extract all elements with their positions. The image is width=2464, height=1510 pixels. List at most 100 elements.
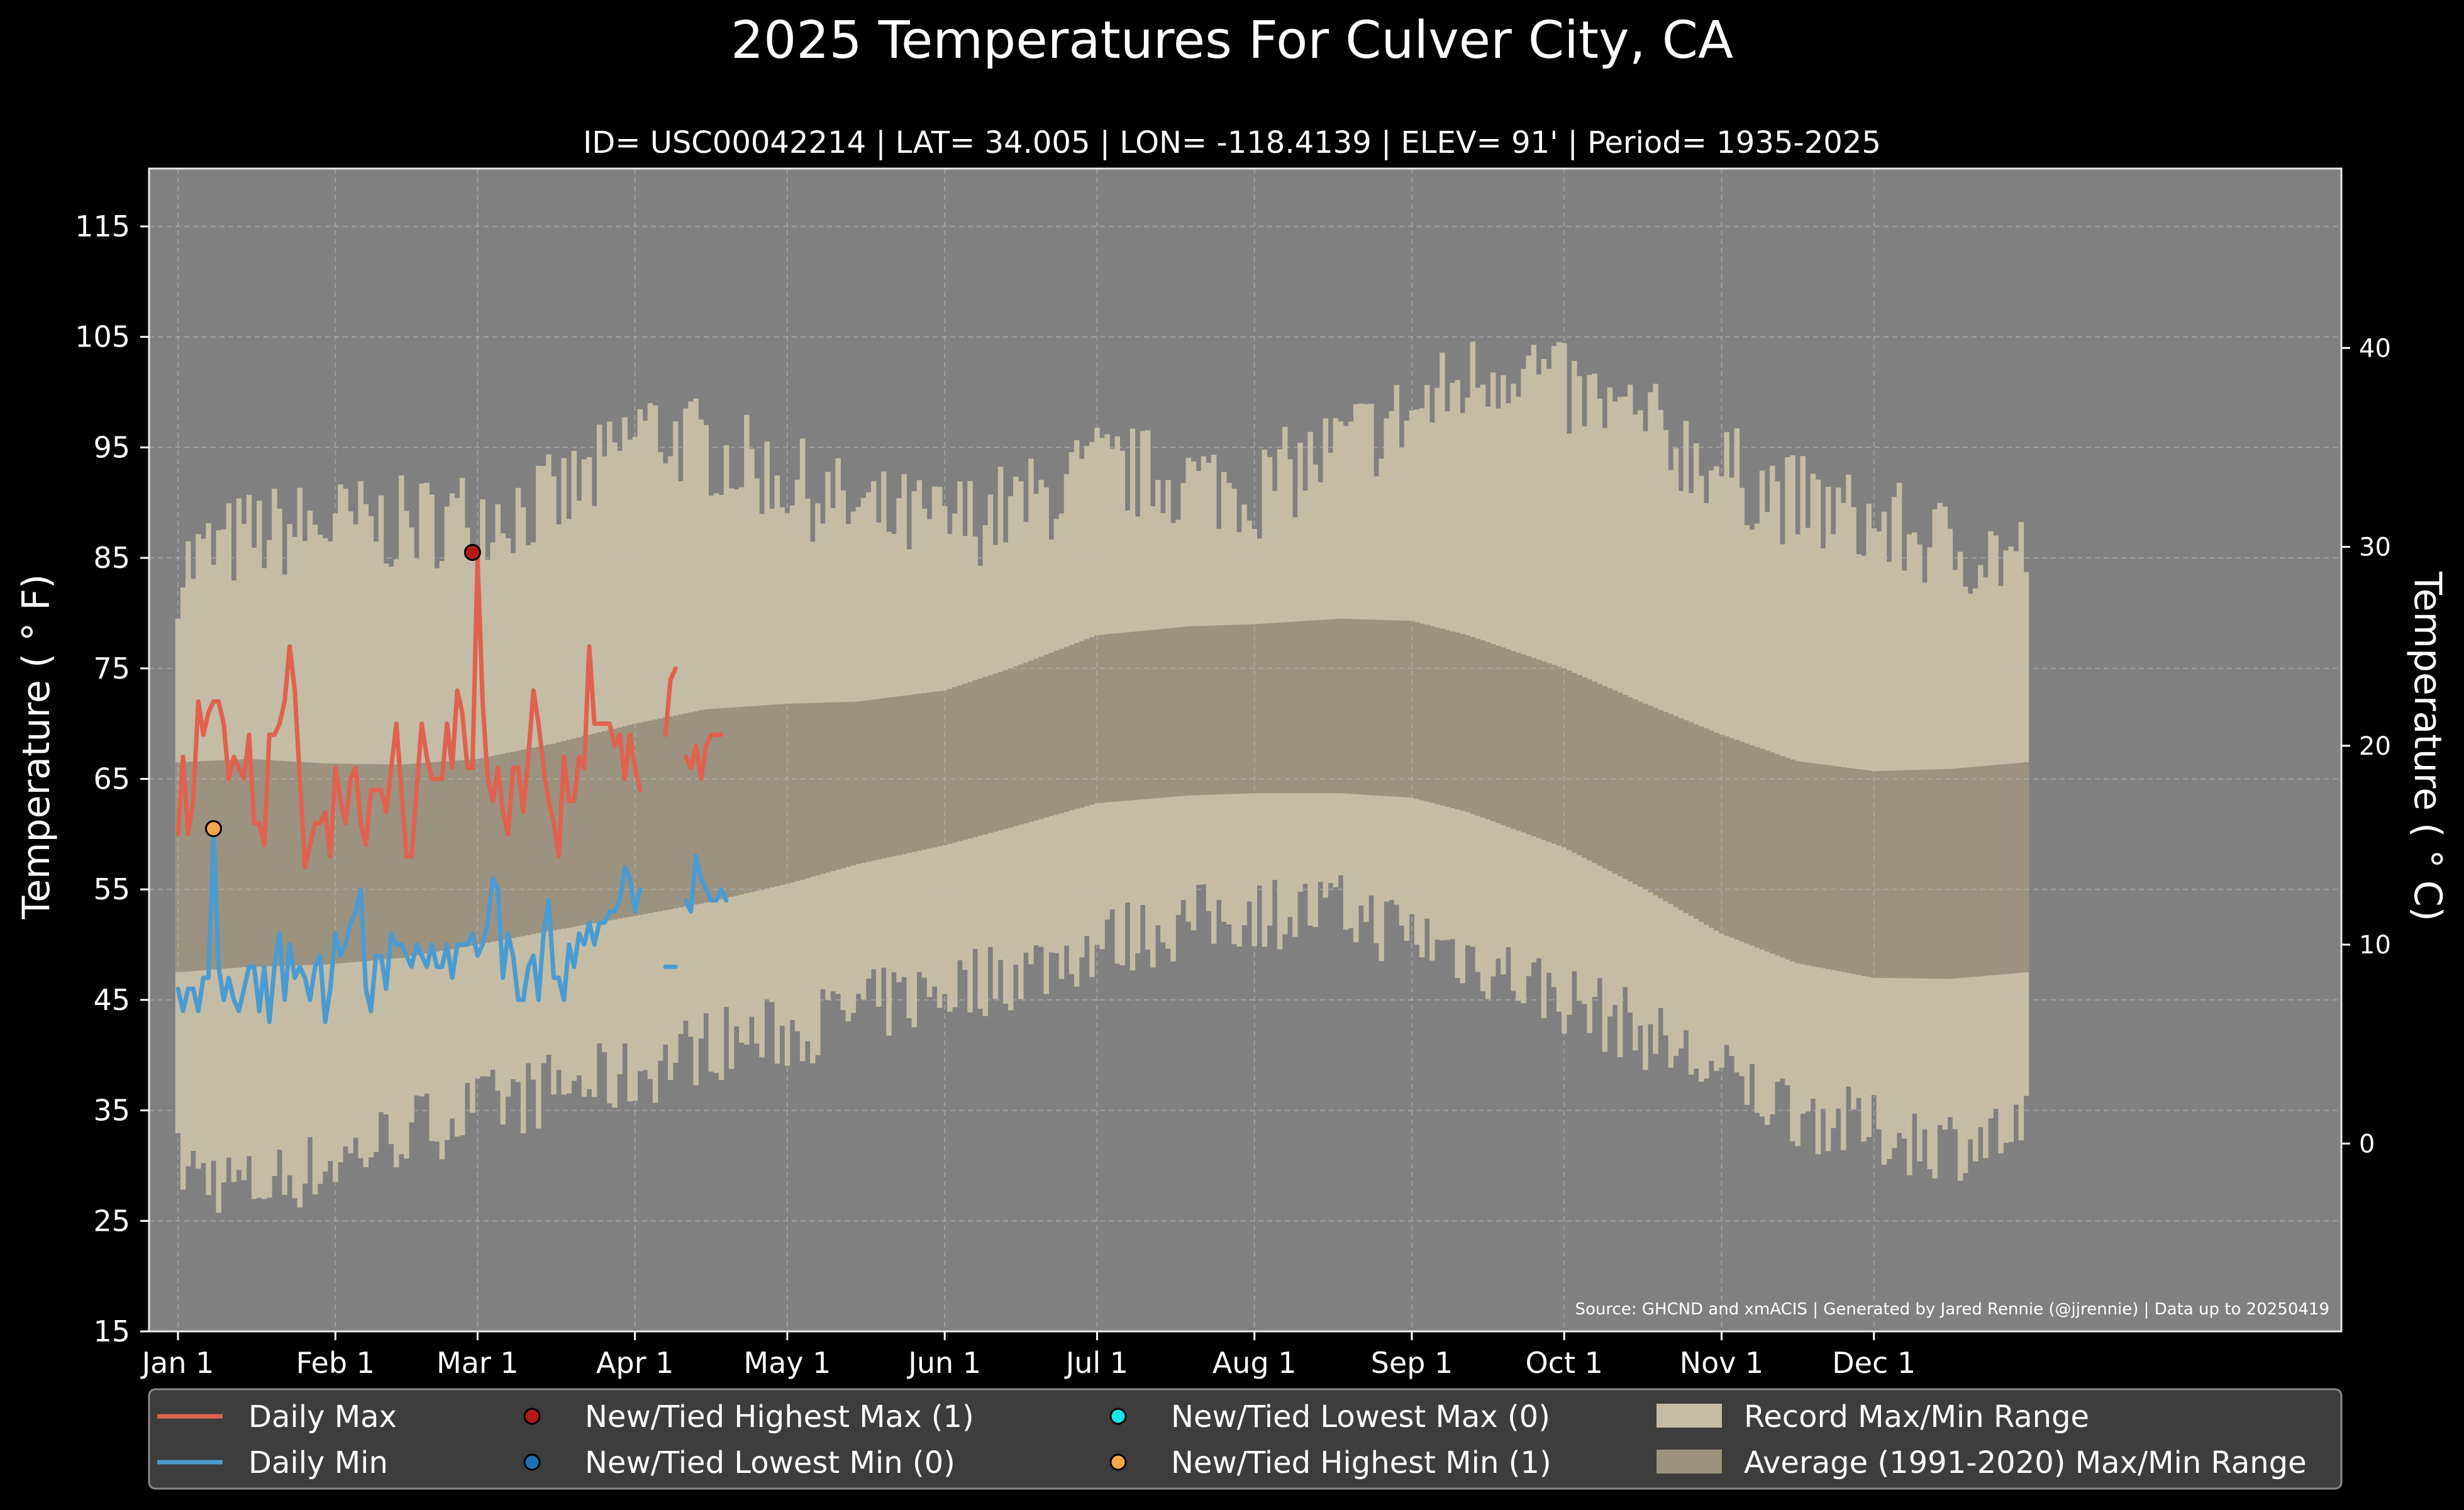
average-range-bar [1922, 769, 1928, 979]
average-range-bar [845, 702, 852, 867]
average-range-bar [1531, 658, 1537, 836]
average-range-bar [282, 761, 287, 966]
average-range-bar [1338, 618, 1344, 794]
average-range-bar [1221, 625, 1227, 794]
average-range-bar [541, 745, 547, 933]
average-range-bar [1739, 741, 1745, 942]
average-range-bar [1104, 634, 1110, 802]
average-range-bar [1018, 664, 1024, 825]
average-range-bar [1825, 765, 1831, 970]
average-range-bar [1002, 670, 1009, 829]
average-range-bar [1556, 667, 1562, 846]
average-range-bar [1465, 635, 1471, 813]
average-range-bar [647, 720, 653, 913]
average-range-bar [1490, 643, 1496, 822]
x-tick-label: Aug 1 [1213, 1346, 1297, 1380]
average-range-bar [414, 763, 419, 955]
average-range-bar [1501, 647, 1506, 825]
average-range-bars [175, 618, 2029, 979]
average-range-bar [333, 763, 338, 964]
average-range-bar [1485, 642, 1491, 820]
legend-box [148, 1388, 2343, 1490]
average-range-bar [1216, 625, 1222, 795]
average-range-bar [1292, 621, 1298, 794]
average-range-bar [708, 709, 714, 902]
average-range-bar [1521, 654, 1526, 833]
average-range-bar [1719, 735, 1724, 934]
average-range-bar [1206, 625, 1212, 795]
average-range-bar [1257, 624, 1263, 794]
average-range-bar [561, 741, 567, 929]
average-range-bar [1190, 626, 1197, 796]
average-range-bar [1790, 759, 1795, 962]
average-range-bar [424, 762, 430, 954]
average-range-bar [1023, 662, 1029, 823]
average-range-bar [1764, 750, 1770, 952]
average-range-bar [1983, 765, 1989, 976]
average-range-bar [1379, 619, 1384, 796]
average-range-bar [1775, 754, 1780, 956]
average-range-bar [505, 753, 511, 939]
source-note: Source: GHCND and xmACIS | Generated by … [1575, 1300, 2329, 1319]
legend-swatch-dot [523, 1453, 541, 1471]
average-range-bar [1455, 632, 1460, 810]
average-range-bar [1917, 770, 1923, 979]
average-range-bar [1211, 625, 1217, 795]
average-range-bar [1957, 768, 1963, 979]
average-range-bar [952, 687, 958, 843]
average-range-bar [617, 727, 623, 919]
average-range-bar [982, 677, 989, 835]
legend: Daily Max Daily Min New/Tied Highest Max (… [148, 1388, 2343, 1490]
legend-label: New/Tied Lowest Min (0) [585, 1445, 955, 1480]
average-range-bar [1155, 629, 1161, 798]
average-range-bar [241, 759, 247, 967]
average-range-bar [221, 760, 226, 969]
average-range-bar [1246, 624, 1252, 794]
average-range-bar [1129, 631, 1136, 801]
average-range-bar [1699, 726, 1704, 922]
average-range-bar [1546, 663, 1552, 842]
series-line-daily-max [175, 555, 643, 870]
average-range-bar [1693, 724, 1699, 919]
average-range-bar [1470, 636, 1476, 814]
legend-label: Daily Max [248, 1399, 397, 1435]
average-range-bar [1333, 619, 1339, 794]
average-range-bar [378, 764, 384, 960]
average-range-bar [1907, 770, 1912, 979]
average-range-bar [1353, 619, 1359, 794]
average-range-bar [495, 755, 501, 941]
average-range-bar [2008, 763, 2014, 974]
average-range-bar [1429, 626, 1435, 803]
average-range-bar [957, 685, 963, 841]
average-range-bar [2018, 762, 2024, 973]
average-range-bar [596, 732, 602, 923]
average-range-bar [1170, 628, 1176, 797]
average-range-bar [1709, 730, 1714, 928]
average-range-bar [277, 760, 282, 966]
average-range-bar [1612, 690, 1618, 874]
record-marker [205, 820, 223, 838]
x-tick-label: Oct 1 [1525, 1346, 1602, 1380]
average-range-bar [1663, 712, 1668, 901]
x-tick-label: Jun 1 [906, 1346, 981, 1380]
average-range-bar [404, 764, 409, 957]
x-tick-label: Nov 1 [1680, 1346, 1764, 1380]
average-range-bar [297, 762, 303, 965]
average-range-bar [1480, 640, 1486, 818]
average-range-bar [419, 763, 425, 955]
average-range-bar [1678, 718, 1684, 910]
legend-swatch-patch [1657, 1404, 1722, 1428]
average-range-bar [1058, 648, 1065, 814]
average-range-bar [1815, 763, 1821, 968]
average-range-bar [1328, 619, 1334, 794]
average-range-bar [1846, 767, 1851, 974]
series-line-daily-max [683, 732, 724, 781]
average-range-bar [1841, 767, 1846, 972]
average-range-bar [886, 697, 892, 858]
average-range-bar [789, 703, 796, 883]
average-range-bar [1297, 621, 1303, 794]
average-range-bar [936, 691, 943, 847]
average-range-bar [627, 724, 633, 917]
average-range-bar [1013, 666, 1019, 826]
